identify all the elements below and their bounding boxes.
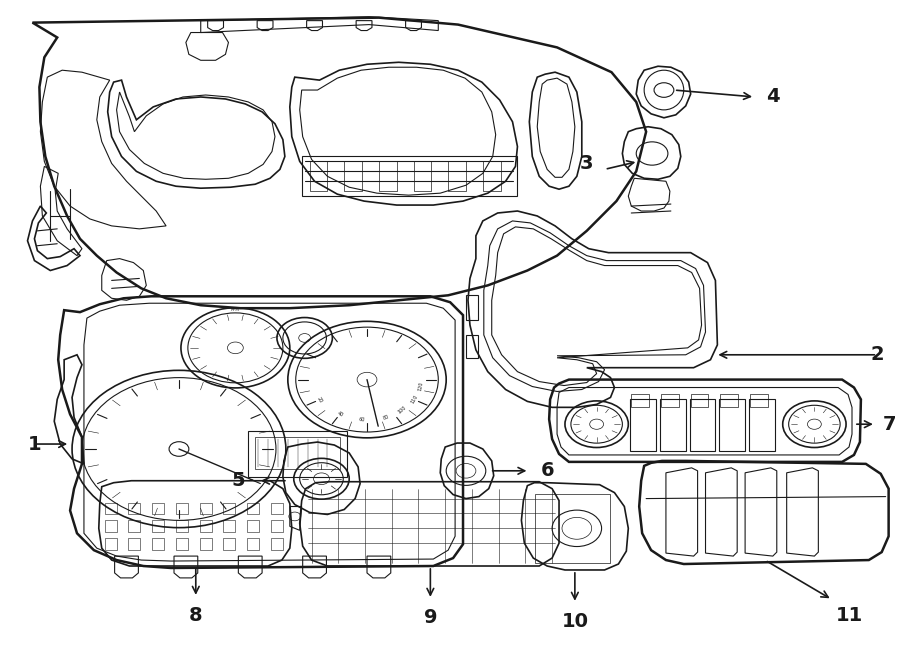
Text: RPM: RPM <box>231 308 239 312</box>
Bar <box>448 161 466 191</box>
Bar <box>536 494 609 563</box>
Bar <box>129 520 140 532</box>
Bar <box>152 502 164 514</box>
Bar <box>466 335 478 358</box>
Text: 9: 9 <box>424 608 437 627</box>
Bar <box>271 538 283 550</box>
Bar <box>200 502 212 514</box>
Bar <box>720 395 738 407</box>
Bar <box>749 399 775 451</box>
Text: 6: 6 <box>540 461 554 481</box>
Bar <box>661 395 679 407</box>
Bar <box>104 502 117 514</box>
Bar <box>104 520 117 532</box>
Bar <box>660 399 686 451</box>
Text: 2: 2 <box>870 345 884 364</box>
Bar <box>129 502 140 514</box>
Text: 11: 11 <box>835 606 863 625</box>
Bar <box>248 502 259 514</box>
Bar <box>176 502 188 514</box>
Bar <box>750 395 768 407</box>
Bar <box>248 520 259 532</box>
Bar <box>200 520 212 532</box>
Bar <box>379 161 397 191</box>
Text: 20: 20 <box>316 396 324 404</box>
Bar <box>152 538 164 550</box>
Bar <box>248 538 259 550</box>
Bar <box>689 399 716 451</box>
Bar <box>223 502 236 514</box>
Bar <box>466 295 478 320</box>
Text: 1: 1 <box>28 434 41 453</box>
Text: 80: 80 <box>382 414 390 420</box>
Text: 3: 3 <box>580 154 593 173</box>
Text: 40: 40 <box>336 410 344 418</box>
Text: 10: 10 <box>562 612 589 631</box>
Bar <box>690 395 708 407</box>
Text: 120: 120 <box>418 381 424 391</box>
Text: 110: 110 <box>410 395 418 405</box>
Bar <box>152 520 164 532</box>
Bar <box>719 399 745 451</box>
Text: 7: 7 <box>883 414 896 434</box>
Bar <box>310 161 328 191</box>
Bar <box>630 399 656 451</box>
Bar <box>104 538 117 550</box>
Bar <box>248 431 347 477</box>
Bar <box>413 161 431 191</box>
Bar <box>223 538 236 550</box>
Bar <box>223 520 236 532</box>
Bar <box>176 520 188 532</box>
Text: 4: 4 <box>766 87 779 106</box>
Bar <box>176 538 188 550</box>
Bar <box>129 538 140 550</box>
Text: 60: 60 <box>359 416 365 422</box>
Text: 5: 5 <box>231 471 245 490</box>
Bar <box>344 161 362 191</box>
Bar <box>631 395 649 407</box>
Bar <box>200 538 212 550</box>
Bar <box>256 437 340 469</box>
Text: 100: 100 <box>397 405 407 415</box>
Bar <box>482 161 500 191</box>
Bar <box>271 520 283 532</box>
Text: 8: 8 <box>189 606 202 625</box>
Bar <box>271 502 283 514</box>
